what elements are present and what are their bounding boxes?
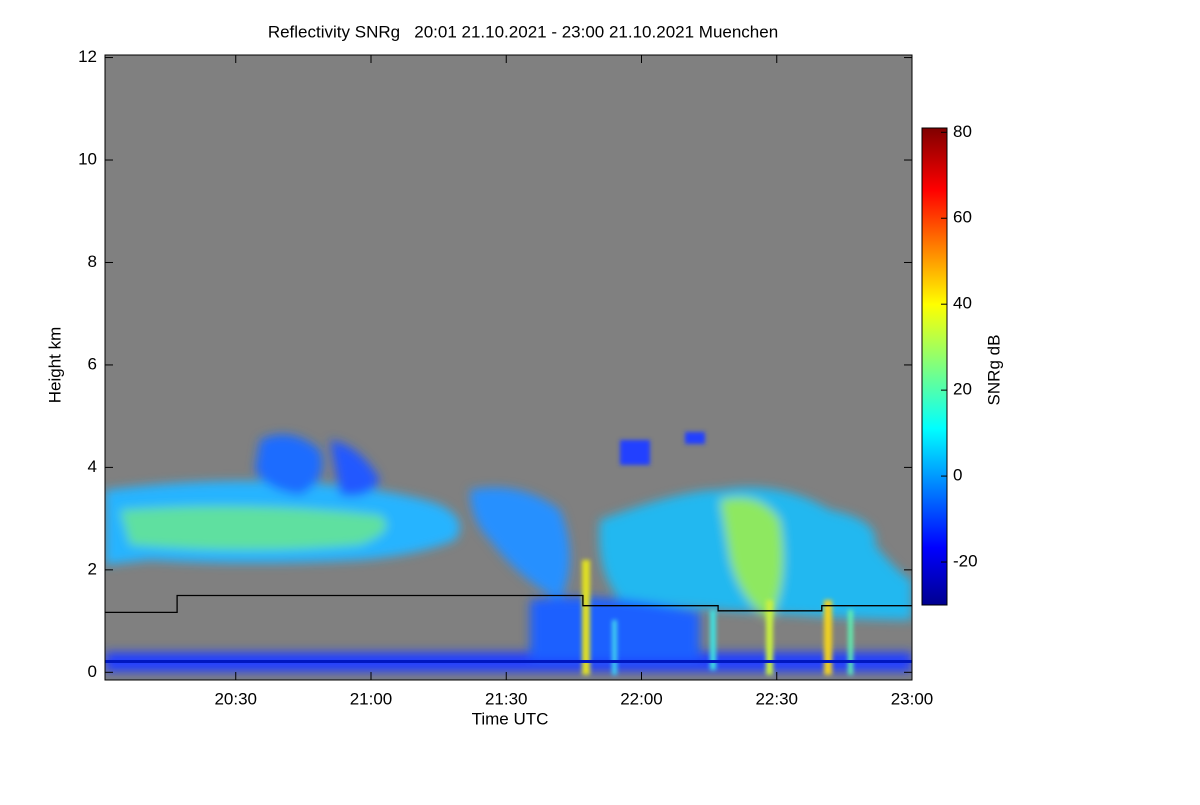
- y-axis-label: Height km: [45, 327, 64, 404]
- y-tick-label: 10: [78, 150, 97, 169]
- y-tick-label: 6: [88, 354, 97, 373]
- reflectivity-field: [105, 432, 912, 675]
- colorbar-tick-label: 40: [953, 294, 972, 313]
- colorbar-tick-label: 80: [953, 122, 972, 141]
- x-tick-label: 21:00: [350, 689, 393, 708]
- cloud-base-line: [105, 594, 912, 614]
- colorbar: [921, 127, 948, 606]
- x-tick-label: 22:00: [620, 689, 663, 708]
- x-tick-label: 20:30: [214, 689, 257, 708]
- x-axis-label: Time UTC: [472, 709, 549, 728]
- x-tick-label: 23:00: [891, 689, 934, 708]
- y-tick-label: 12: [78, 47, 97, 66]
- plot-frame: [104, 54, 913, 681]
- colorbar-tick-label: 0: [953, 466, 962, 485]
- colorbar-tick-label: -20: [953, 552, 978, 571]
- y-tick-label: 8: [88, 252, 97, 271]
- x-tick-label: 22:30: [755, 689, 798, 708]
- y-tick-label: 0: [88, 662, 97, 681]
- chart-title: Reflectivity SNRg 20:01 21.10.2021 - 23:…: [268, 22, 778, 41]
- x-tick-label: 21:30: [485, 689, 528, 708]
- y-tick-label: 4: [88, 457, 97, 476]
- colorbar-label: SNRg dB: [984, 335, 1003, 406]
- colorbar-tick-label: 20: [953, 380, 972, 399]
- colorbar-tick-label: 60: [953, 208, 972, 227]
- y-tick-label: 2: [88, 559, 97, 578]
